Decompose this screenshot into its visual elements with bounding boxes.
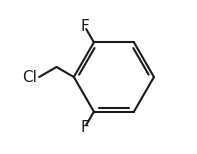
- Text: Cl: Cl: [22, 69, 37, 85]
- Text: F: F: [81, 120, 89, 134]
- Text: F: F: [81, 20, 89, 34]
